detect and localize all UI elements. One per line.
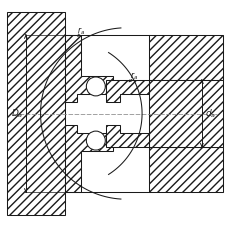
Bar <box>148 80 222 147</box>
Bar <box>148 35 222 80</box>
Circle shape <box>86 77 105 96</box>
Circle shape <box>86 131 105 150</box>
Bar <box>7 12 65 215</box>
Text: $d_a$: $d_a$ <box>204 107 215 120</box>
Bar <box>148 147 222 192</box>
Polygon shape <box>106 125 148 147</box>
Text: $D_a$: $D_a$ <box>11 107 23 120</box>
Text: $r_a$: $r_a$ <box>130 71 138 82</box>
Polygon shape <box>65 35 112 102</box>
Text: $r_a$: $r_a$ <box>77 25 85 37</box>
Polygon shape <box>65 125 112 192</box>
Polygon shape <box>106 80 148 102</box>
